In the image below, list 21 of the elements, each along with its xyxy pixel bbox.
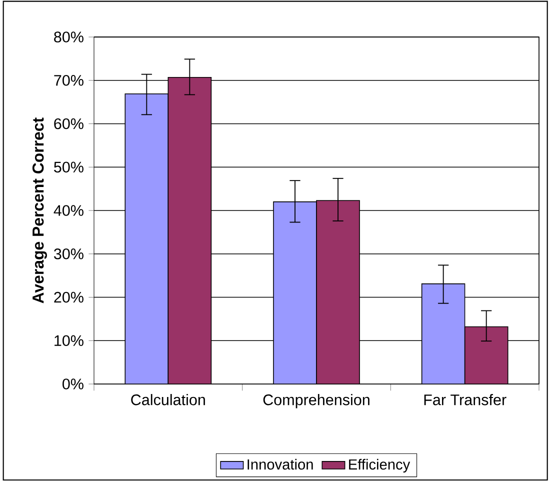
bar	[464, 326, 508, 384]
y-tick-label: 0%	[62, 378, 84, 390]
x-tick-label: Comprehension	[263, 394, 370, 408]
y-axis-title: Average Percent Correct	[32, 118, 47, 304]
legend-label: Innovation	[248, 458, 313, 470]
bar	[421, 283, 466, 384]
y-tick-label: 80%	[54, 32, 84, 42]
y-tick-label: 60%	[54, 118, 84, 130]
y-tick-label: 30%	[54, 248, 84, 260]
legend-label: Efficiency	[349, 458, 410, 473]
y-tick-label: 40%	[54, 205, 84, 216]
x-tick-label: Far Transfer	[424, 394, 506, 406]
y-tick-label: 10%	[54, 335, 84, 346]
y-tick-label: 70%	[54, 74, 84, 86]
bar	[124, 93, 169, 384]
bar	[273, 201, 317, 384]
bar	[316, 200, 360, 384]
bar	[168, 76, 212, 384]
y-tick-label: 20%	[54, 292, 84, 303]
y-tick-label: 50%	[54, 162, 84, 173]
x-tick-label: Calculation	[131, 394, 205, 406]
